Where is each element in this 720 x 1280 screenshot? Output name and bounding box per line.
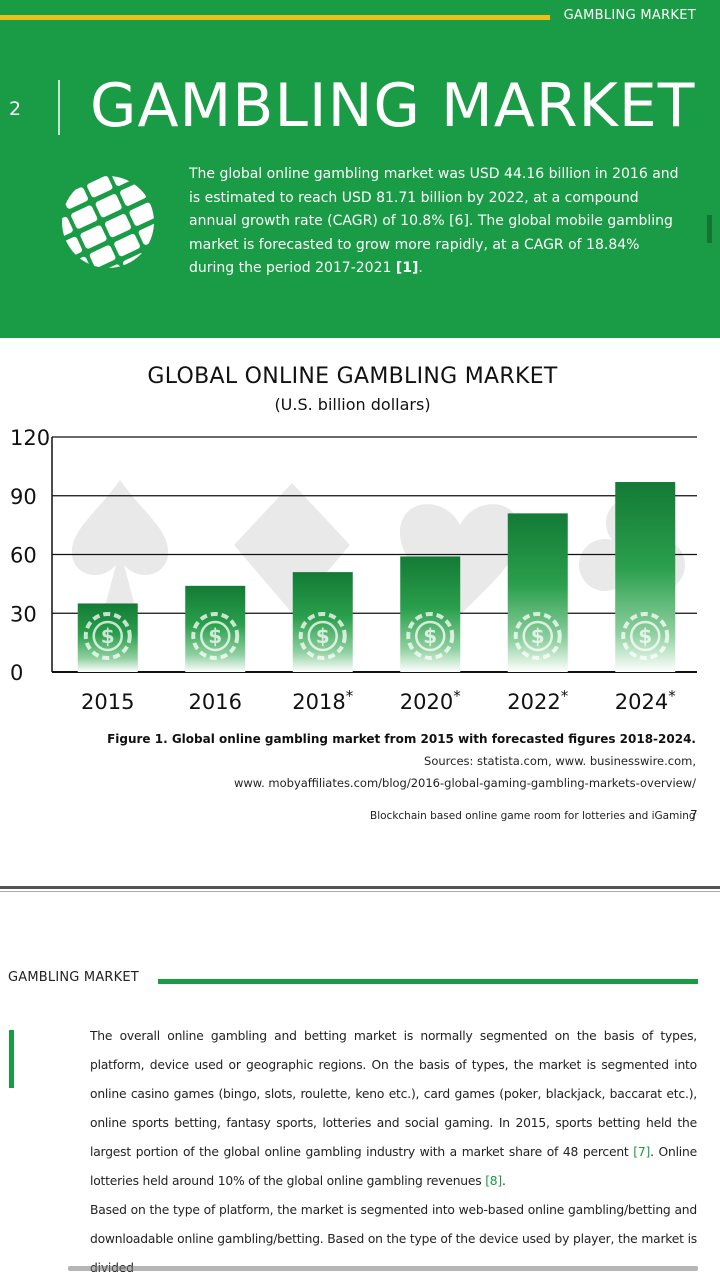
page2-running-head: GAMBLING MARKET [8,970,139,985]
intro-paragraph: The global online gambling market was US… [189,166,679,277]
chart-subtitle: (U.S. billion dollars) [274,395,431,414]
running-head: GAMBLING MARKET [563,8,696,23]
bar-series: $ $ $ $ $ $ [77,482,676,672]
spade-icon [71,480,169,610]
bar [507,513,568,672]
casino-chip-icon: $ [406,612,455,660]
svg-text:$: $ [531,624,545,648]
x-tick-label: 2016 [189,690,242,714]
forecast-mark: * [668,687,676,705]
citation-link[interactable]: [1] [395,260,419,277]
figure-sources: Sources: statista.com, www. businesswire… [424,754,696,768]
page-footer: Blockchain based online game room for lo… [370,810,696,822]
casino-chip-icon: $ [298,612,347,660]
x-tick-label: 2020* [400,687,461,714]
body-paragraph-1: The overall online gambling and betting … [90,1029,697,1188]
x-tick-label: 2018* [292,687,353,714]
page-title: GAMBLING MARKET [90,71,696,141]
svg-text:$: $ [423,624,437,648]
header-band [0,0,720,338]
casino-chip-icon: $ [83,612,132,660]
page-number: 2 [9,98,22,120]
globe-icon [62,176,154,268]
page2-side-marker [9,1030,14,1088]
y-tick-label: 0 [10,661,23,685]
svg-text:$: $ [208,624,222,648]
page2-rule [158,979,698,984]
svg-text:$: $ [101,624,115,648]
casino-chip-icon: $ [513,612,562,660]
horizontal-scrollbar[interactable] [68,1266,698,1271]
svg-text:$: $ [638,624,652,648]
page-break-shadow [0,891,720,892]
forecast-mark: * [453,687,461,705]
figure-sources-url: www. mobyaffiliates.com/blog/2016-global… [233,776,696,790]
title-divider [58,80,60,135]
page-break [0,886,720,889]
y-tick-label: 30 [10,602,37,626]
x-tick-label: 2015 [81,690,134,714]
forecast-mark: * [346,687,354,705]
y-tick-label: 60 [10,544,37,568]
y-axis: 0 30 60 90 120 [10,426,50,685]
x-axis: 2015 2016 2018* 2020* 2022* 2024* [81,687,676,714]
svg-text:$: $ [316,624,330,648]
body-paragraph-2: Based on the type of platform, the marke… [90,1203,697,1275]
casino-chip-icon: $ [621,612,670,660]
scroll-indicator[interactable] [707,215,712,243]
diamond-icon [234,483,350,613]
bar-chart: 0 30 60 90 120 $ $ $ $ $ $ 2015 2016 2018* 2020* 2022… [10,426,697,714]
y-tick-label: 120 [10,426,50,450]
top-rule [0,15,550,20]
chart-gridlines [51,436,697,673]
card-suit-watermark [71,480,685,615]
forecast-mark: * [561,687,569,705]
chart-title: GLOBAL ONLINE GAMBLING MARKET [147,364,558,389]
x-tick-label: 2024* [615,687,676,714]
figure-caption: Figure 1. Global online gambling market … [107,732,696,746]
y-tick-label: 90 [10,485,37,509]
footer-page-number: 7 [690,808,698,822]
casino-chip-icon: $ [191,612,240,660]
x-tick-label: 2022* [507,687,568,714]
citation-link[interactable]: [8] [485,1174,503,1188]
citation-link[interactable]: [7] [633,1145,651,1159]
